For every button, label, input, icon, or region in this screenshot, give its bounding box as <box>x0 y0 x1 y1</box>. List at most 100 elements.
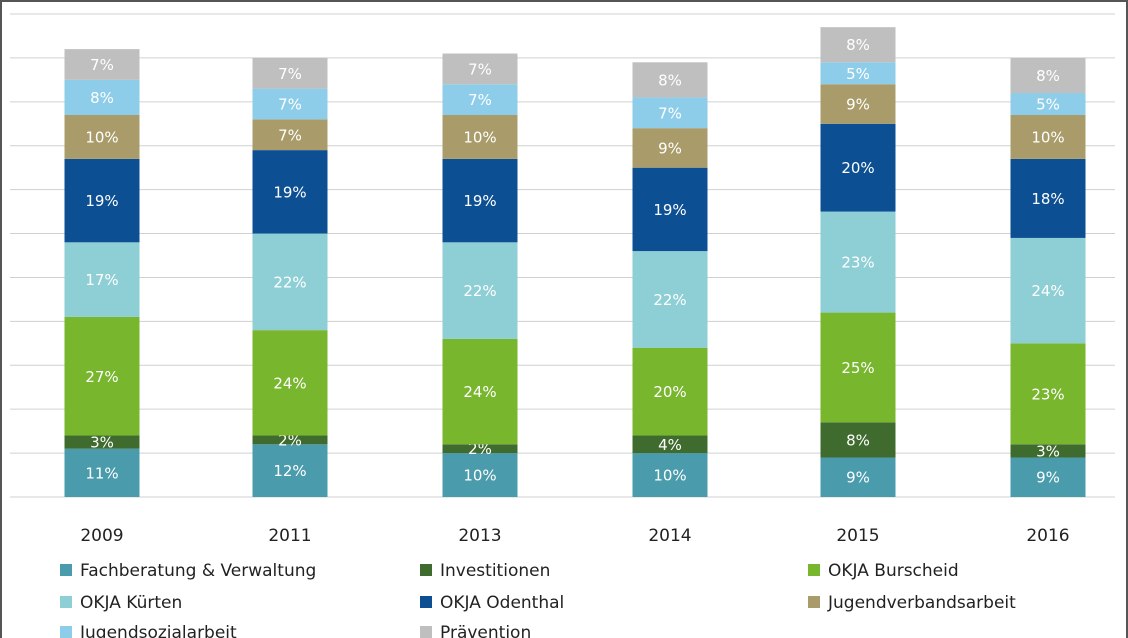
bar-segment <box>64 114 140 159</box>
bar-segment <box>64 316 140 436</box>
data-label: 7% <box>468 60 492 78</box>
bar-segment <box>820 211 896 313</box>
bar-segment <box>442 158 518 243</box>
bar-segment <box>442 453 518 497</box>
bar-segment <box>252 88 328 120</box>
legend-label: OKJA Odenthal <box>440 593 564 613</box>
legend-label: Prävention <box>440 623 531 638</box>
legend-swatch <box>420 564 432 576</box>
data-label: 2% <box>468 440 492 458</box>
legend-swatch <box>60 564 72 576</box>
bar-segment <box>820 27 896 63</box>
bar-segment <box>1010 237 1086 344</box>
data-label: 10% <box>85 128 118 146</box>
data-label: 7% <box>278 126 302 144</box>
bar-segment <box>252 233 328 331</box>
data-label: 8% <box>846 36 870 54</box>
legend-label: Jugendverbandsarbeit <box>827 593 1016 613</box>
legend-swatch <box>60 626 72 638</box>
bar-segment <box>252 150 328 234</box>
bar-segment <box>442 242 518 339</box>
data-label: 18% <box>1031 190 1064 208</box>
data-label: 8% <box>658 71 682 89</box>
legend-swatch <box>420 596 432 608</box>
data-label: 9% <box>846 469 870 487</box>
data-label: 9% <box>658 139 682 157</box>
bar-segment <box>1010 114 1086 159</box>
data-label: 3% <box>90 434 114 452</box>
bar-segment <box>1010 457 1086 497</box>
data-label: 22% <box>273 273 306 291</box>
bar-segment <box>1010 343 1086 445</box>
data-label: 5% <box>1036 96 1060 114</box>
legend-label: Jugendsozialarbeit <box>79 623 237 638</box>
bar-segment <box>820 84 896 124</box>
data-label: 20% <box>653 383 686 401</box>
bar-segment <box>1010 57 1086 94</box>
bar-segment <box>442 53 518 85</box>
data-label: 24% <box>273 374 306 392</box>
bar-segment <box>442 114 518 159</box>
data-label: 8% <box>846 431 870 449</box>
legend-label: OKJA Burscheid <box>828 561 959 581</box>
data-label: 19% <box>273 183 306 201</box>
data-label: 4% <box>658 436 682 454</box>
bar-segment <box>1010 444 1086 458</box>
data-label: 19% <box>85 192 118 210</box>
data-label: 2% <box>278 431 302 449</box>
data-label: 20% <box>841 159 874 177</box>
data-label: 11% <box>85 464 118 482</box>
data-label: 22% <box>463 282 496 300</box>
data-label: 9% <box>1036 469 1060 487</box>
bar-segment <box>820 457 896 497</box>
data-label: 24% <box>463 383 496 401</box>
bar-segment <box>442 338 518 445</box>
data-label: 7% <box>658 104 682 122</box>
bar-segment <box>632 97 708 129</box>
data-label: 23% <box>1031 385 1064 403</box>
x-tick-label: 2009 <box>80 526 123 546</box>
bar-segment <box>1010 93 1086 115</box>
data-label: 19% <box>653 201 686 219</box>
bar-segment <box>442 84 518 115</box>
bar-segment <box>1010 158 1086 238</box>
x-tick-label: 2013 <box>458 526 501 546</box>
data-label: 10% <box>1031 128 1064 146</box>
bar-segment <box>820 62 896 85</box>
data-label: 8% <box>1036 67 1060 85</box>
data-label: 19% <box>463 192 496 210</box>
bar-segment <box>632 128 708 168</box>
legend-label: Fachberatung & Verwaltung <box>80 561 316 581</box>
bar-segment <box>64 435 140 449</box>
bar-segment <box>820 422 896 458</box>
bar-segment <box>632 167 708 252</box>
data-label: 24% <box>1031 282 1064 300</box>
bar-segment <box>252 330 328 436</box>
data-label: 8% <box>90 89 114 107</box>
bar-segment <box>632 453 708 497</box>
legend-swatch <box>808 564 820 576</box>
data-label: 17% <box>85 271 118 289</box>
bar-segment <box>442 444 518 454</box>
x-tick-label: 2016 <box>1026 526 1069 546</box>
bar-segment <box>252 435 328 445</box>
legend-swatch <box>60 596 72 608</box>
bar-segment <box>64 79 140 115</box>
legend-label: Investitionen <box>440 561 550 581</box>
data-label: 7% <box>468 91 492 109</box>
bar-segment <box>632 62 708 98</box>
data-label: 7% <box>90 56 114 74</box>
data-label: 23% <box>841 254 874 272</box>
legend-label: OKJA Kürten <box>80 593 182 613</box>
bar-segment <box>632 251 708 348</box>
bar-segment <box>64 158 140 243</box>
data-label: 10% <box>463 128 496 146</box>
bar-segment <box>64 448 140 497</box>
legend-swatch <box>420 626 432 638</box>
data-label: 10% <box>463 467 496 485</box>
data-label: 10% <box>653 467 686 485</box>
data-label: 9% <box>846 96 870 114</box>
x-tick-label: 2014 <box>648 526 691 546</box>
x-tick-label: 2015 <box>836 526 879 546</box>
